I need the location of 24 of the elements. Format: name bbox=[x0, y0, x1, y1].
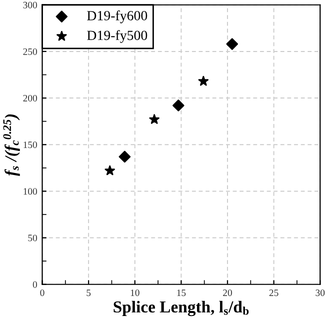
legend-label: D19-fy600 bbox=[87, 10, 148, 24]
y-axis-title: f$_{s}$ /(f$_{c}$$^{0.25}$) bbox=[3, 114, 20, 176]
x-tick-label: 25 bbox=[269, 290, 278, 296]
y-tick-label: 0 bbox=[32, 281, 38, 288]
x-axis-title: Splice Length, l$_{s}$/d$_{b}$ bbox=[114, 300, 249, 316]
y-tick-label: 150 bbox=[24, 142, 38, 148]
point bbox=[149, 114, 160, 124]
x-tick-label: 15 bbox=[177, 290, 186, 296]
y-tick-label: 200 bbox=[23, 94, 38, 102]
point bbox=[198, 76, 209, 86]
point bbox=[104, 165, 115, 176]
x-tick-label: 20 bbox=[223, 290, 232, 296]
point bbox=[172, 100, 184, 112]
point bbox=[118, 150, 131, 163]
y-tick-label: 300 bbox=[23, 2, 38, 8]
y-tick-label: 100 bbox=[24, 188, 38, 195]
x-tick-label: 0 bbox=[40, 290, 44, 296]
y-tick-label: 250 bbox=[23, 48, 38, 55]
x-tick-label: 30 bbox=[316, 290, 325, 296]
x-tick-label: 10 bbox=[130, 290, 140, 296]
legend-label: D19-fy500 bbox=[87, 30, 148, 43]
y-tick-label: 50 bbox=[28, 234, 38, 242]
x-tick-label: 5 bbox=[86, 290, 91, 296]
point bbox=[226, 38, 238, 50]
